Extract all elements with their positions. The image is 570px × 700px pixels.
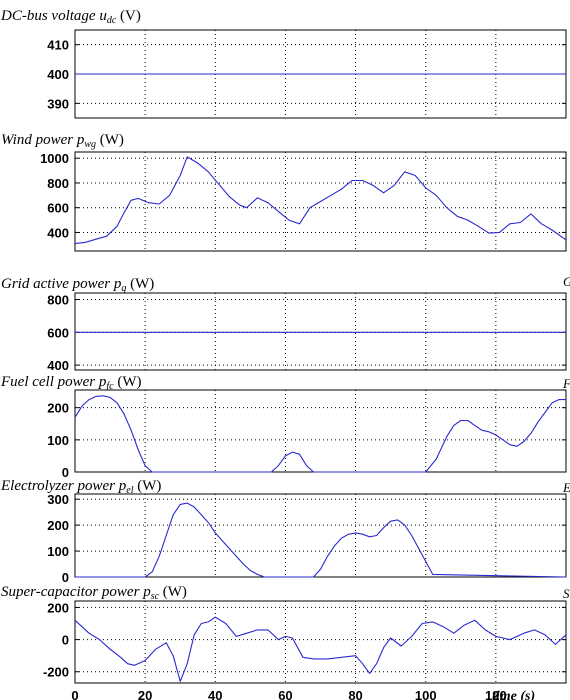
axes-box [74,389,567,473]
title-subscript: sc [151,591,160,602]
x-tick-label: 100 [415,688,437,700]
panel-title: Fuel cell power pfc (W) [0,374,142,392]
title-text: Wind power [1,132,77,148]
panel-wind-power: Wind power pwg (W) 400 600 800 1000 [1,132,567,252]
title-text: Super-capacitor power [1,584,143,600]
x-tick-label: 120 [485,688,507,700]
title-subscript: dc [107,15,117,26]
y-tick-label: 200 [47,600,69,615]
title-subscript: g [121,283,126,294]
title-subscript: wg [84,139,96,150]
title-symbol: p [118,478,127,494]
title-subscript: fc [106,381,114,392]
title-subscript: el [126,485,133,496]
x-tick-label: 0 [71,688,78,700]
y-tick-label: 300 [47,492,69,507]
y-tick-label: 0 [62,570,69,585]
title-unit: (W) [114,374,142,390]
title-symbol: u [99,8,107,24]
series-line [75,502,567,578]
title-text: Fuel cell power [0,374,99,390]
series-line [74,395,566,473]
y-tick-label: 410 [47,38,69,53]
axes-box [74,292,567,371]
y-tick-label: 400 [47,358,69,373]
panel-title: Grid active power pg (W) [1,276,154,294]
y-tick-label: 390 [47,96,69,111]
cropped-side-letter: E [562,480,570,495]
y-tick-label: 0 [62,633,69,648]
panel-grid-active-power: Grid active power pg (W) 400 600 800 [1,276,567,373]
series-line [74,156,567,245]
y-tick-label: 400 [47,67,69,82]
title-unit: (W) [133,478,161,494]
y-tick-label: 200 [47,518,69,533]
cropped-side-letter: G [563,274,570,289]
x-axis-label: time (s) [492,689,535,700]
y-tick-label: 600 [47,325,69,340]
x-tick-label: 40 [208,688,222,700]
title-unit: (W) [159,584,187,600]
y-tick-label: 0 [62,465,69,480]
panel-title: Electrolyzer power pel (W) [0,478,161,496]
panel-fuel-cell-power: Fuel cell power pfc (W) 0 100 200 [0,374,567,480]
panel-dc-bus-voltage: DC-bus voltage udc (V) 390 400 410 [0,8,567,119]
x-tick-label: 60 [278,688,292,700]
title-symbol: p [142,584,151,600]
title-symbol: p [98,374,107,390]
y-tick-label: 600 [47,201,69,216]
title-unit: (W) [126,276,154,292]
panel-title: DC-bus voltage udc (V) [0,8,141,26]
y-tick-label: -200 [43,665,69,680]
y-tick-label: 100 [47,544,69,559]
title-symbol: p [76,132,85,148]
y-tick-label: 800 [47,176,69,191]
series-line [74,616,567,682]
panel-title: Wind power pwg (W) [1,132,124,150]
title-unit: (V) [116,8,141,24]
title-unit: (W) [96,132,124,148]
panel-title: Super-capacitor power psc (W) [1,584,187,602]
title-text: Electrolyzer power [0,478,119,494]
title-symbol: p [113,276,122,292]
y-tick-label: 800 [47,293,69,308]
axes-box [74,493,567,578]
x-tick-label: 20 [138,688,152,700]
cropped-side-letter: F [562,376,570,391]
title-text: Grid active power [1,276,114,292]
y-tick-label: 100 [47,433,69,448]
cropped-side-letter: S [563,586,570,601]
panel-electrolyzer-power: Electrolyzer power pel (W) 0 100 200 300 [0,478,567,585]
y-tick-label: 1000 [40,151,69,166]
y-tick-label: 400 [47,225,69,240]
title-text: DC-bus voltage [0,8,99,24]
x-tick-label: 80 [348,688,362,700]
axes-box [74,600,567,684]
y-tick-label: 200 [47,401,69,416]
